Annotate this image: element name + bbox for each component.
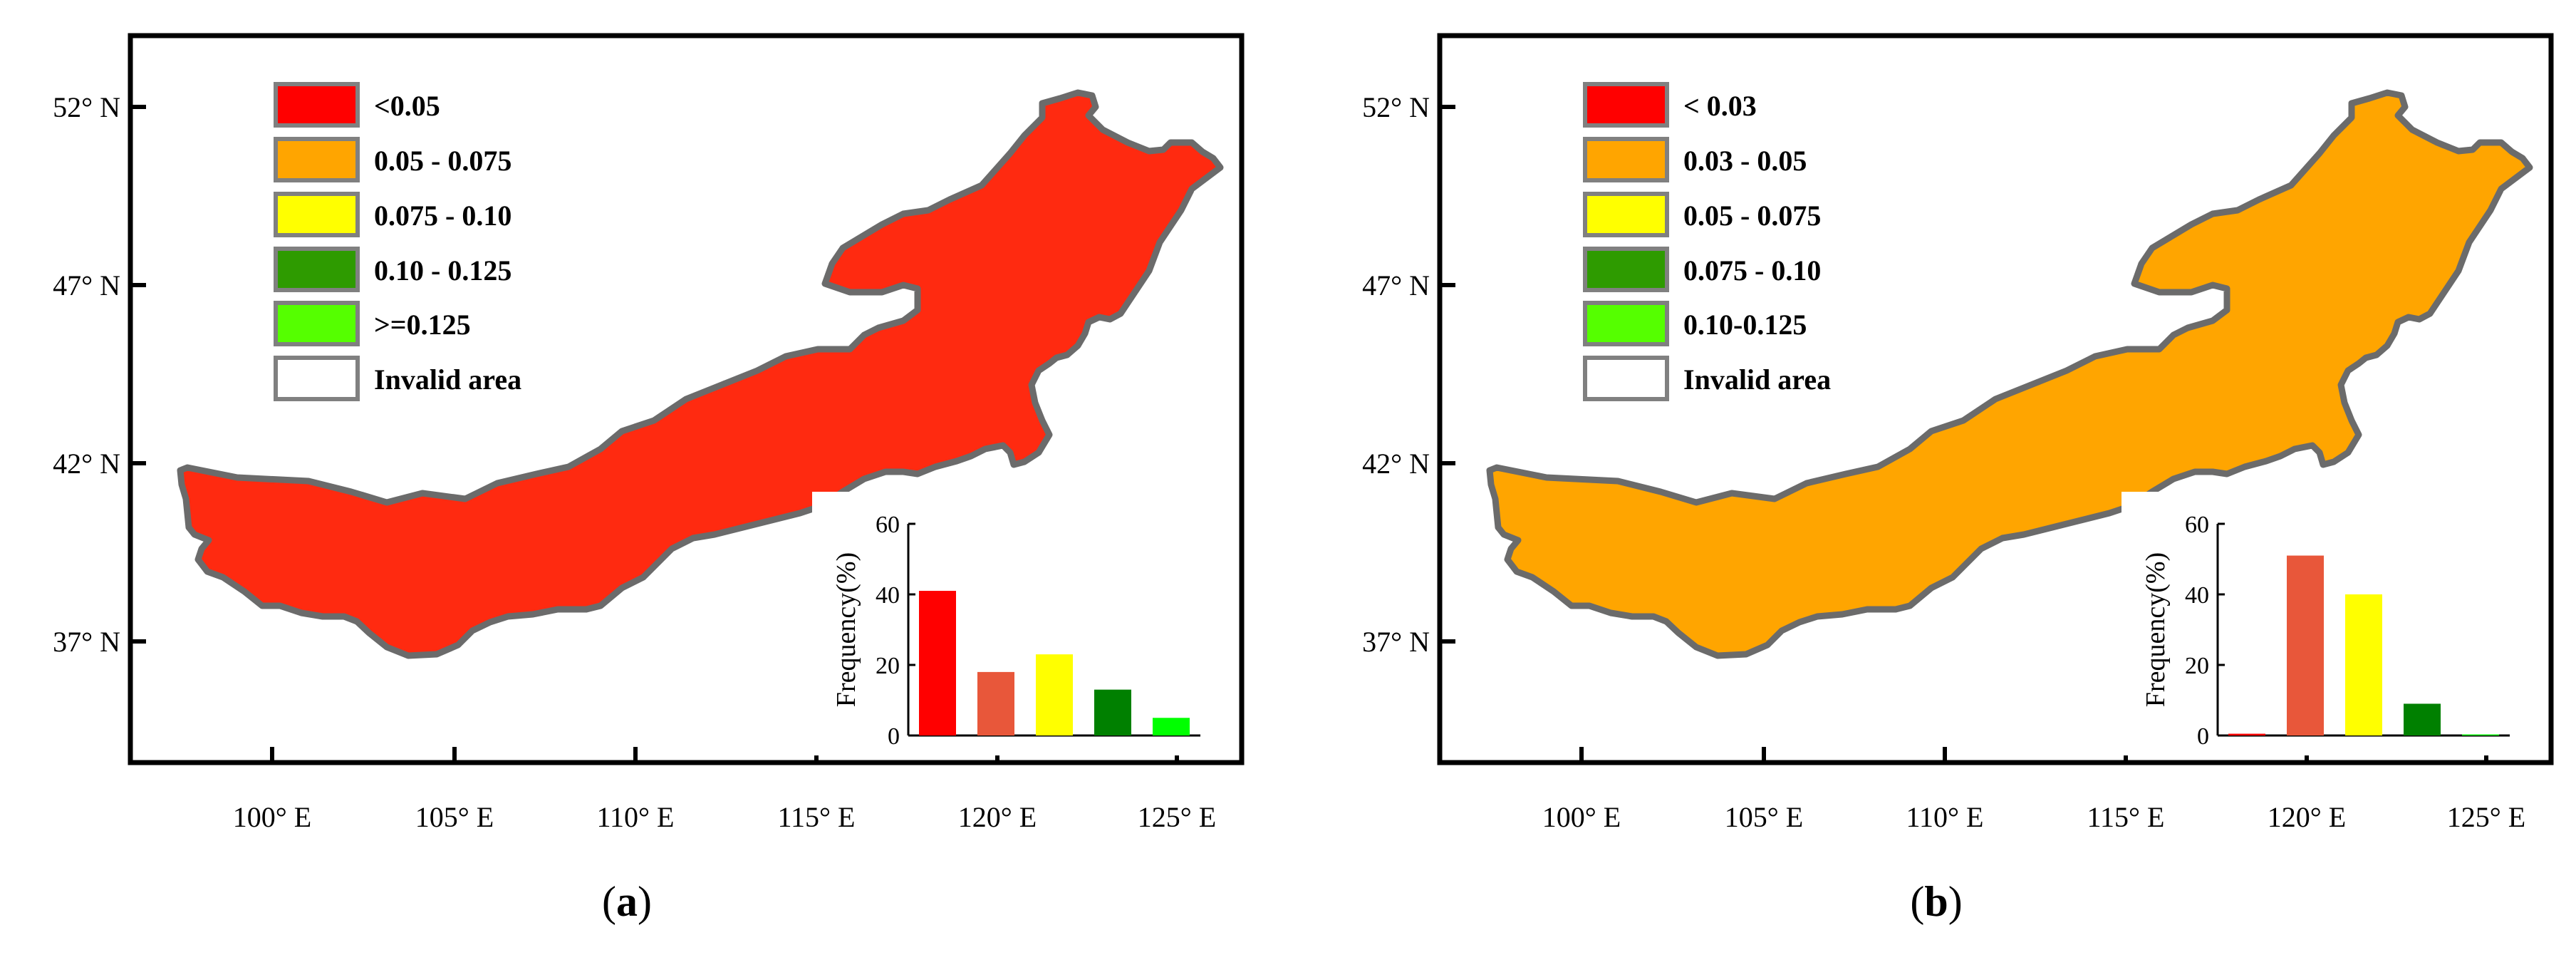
map-panel-a: 52° N 47° N 42° N 37° N 100° E 105° E 110° E 11… [53,33,1245,925]
lon-tick-label: 125° E [1138,801,1216,833]
inset-background [812,492,1229,755]
legend: < 0.03 0.03 - 0.05 0.05 - 0.075 0.075 - 0.1… [1583,82,1831,401]
lat-tick-label: 52° N [1362,91,1430,123]
legend-label: 0.10-0.125 [1683,309,1807,341]
legend-swatch [274,137,360,182]
legend-item: 0.075 - 0.10 [1583,247,1821,292]
lon-tick-label: 115° E [778,801,856,833]
lon-tick-label: 100° E [233,801,311,833]
legend-swatch [274,82,360,128]
legend-swatch [1583,137,1669,182]
panel-label: (b) [1910,878,1962,925]
legend-label: 0.10 - 0.125 [374,254,511,286]
legend-item: < 0.03 [1583,82,1757,128]
inset-bar [1036,654,1073,735]
legend-item: 0.05 - 0.075 [274,137,511,182]
legend-item: 0.075 - 0.10 [274,192,511,237]
inset-y-axis-label: Frequency(%) [831,552,861,707]
lon-tick-label: 125° E [2447,801,2525,833]
inset-bar [2345,594,2382,735]
legend-label: <0.05 [374,90,440,122]
inset-background [2121,492,2538,755]
inset-bar [1153,718,1190,735]
legend-label: Invalid area [374,363,521,396]
lon-tick-label: 100° E [1542,801,1621,833]
lon-tick-label: 105° E [415,801,494,833]
legend-item: Invalid area [1583,356,1831,401]
legend-item: 0.03 - 0.05 [1583,137,1807,182]
inset-y-tick-label: 20 [2185,653,2209,679]
legend-item: >=0.125 [274,301,471,346]
legend-label: Invalid area [1683,363,1831,396]
legend-swatch [1583,247,1669,292]
inset-y-tick-label: 0 [2197,723,2209,750]
legend-swatch [274,192,360,237]
legend-label: 0.05 - 0.075 [1683,200,1821,232]
inset-y-tick-label: 20 [876,653,900,679]
inset-bar [1094,689,1131,735]
lat-tick-label: 52° N [53,91,120,123]
legend-swatch [274,247,360,292]
inset-y-tick-label: 40 [876,582,900,609]
inset-bar [2404,703,2441,735]
inset-frequency-chart: 60 40 20 0 Frequency(%) [2121,492,2538,755]
legend-label: 0.03 - 0.05 [1683,145,1807,177]
lon-tick-label: 105° E [1725,801,1803,833]
legend-swatch [1583,192,1669,237]
legend-swatch [1583,301,1669,346]
lon-tick-label: 110° E [597,801,675,833]
inset-y-tick-label: 60 [876,512,900,538]
legend-swatch [1583,82,1669,128]
lon-tick-label: 115° E [2087,801,2165,833]
legend-label: < 0.03 [1683,90,1757,122]
lon-tick-label: 120° E [2268,801,2346,833]
legend-item: 0.10-0.125 [1583,301,1807,346]
legend-item: 0.05 - 0.075 [1583,192,1821,237]
lon-tick-label: 120° E [958,801,1037,833]
legend-swatch [274,356,360,401]
lon-tick-label: 110° E [1906,801,1984,833]
legend-swatch [274,301,360,346]
map-panel-b: 52° N 47° N 42° N 37° N 100° E 105° E 110° E 11… [1362,33,2554,925]
inset-bar [977,671,1014,735]
inset-bar [919,591,956,735]
legend-item: 0.10 - 0.125 [274,247,511,292]
inset-frequency-chart: 60 40 20 0 Frequency(%) [812,492,1229,755]
lat-tick-label: 42° N [53,448,120,480]
inset-bar [2228,733,2265,735]
legend-item: Invalid area [274,356,521,401]
legend-label: 0.05 - 0.075 [374,145,511,177]
inset-y-axis-label: Frequency(%) [2141,552,2171,707]
lat-tick-label: 47° N [1362,269,1430,301]
legend-swatch [1583,356,1669,401]
legend: <0.05 0.05 - 0.075 0.075 - 0.10 0.10 - 0.12… [274,82,521,401]
lat-tick-label: 37° N [1362,626,1430,658]
panel-label: (a) [602,878,652,925]
inset-y-tick-label: 40 [2185,582,2209,609]
legend-label: 0.075 - 0.10 [1683,254,1821,286]
lat-tick-label: 42° N [1362,448,1430,480]
inset-y-tick-label: 0 [888,723,900,750]
inset-bar [2287,555,2324,735]
lat-tick-label: 47° N [53,269,120,301]
legend-label: >=0.125 [374,309,471,341]
inset-y-tick-label: 60 [2185,512,2209,538]
lat-tick-label: 37° N [53,626,120,658]
legend-label: 0.075 - 0.10 [374,200,511,232]
legend-item: <0.05 [274,82,440,128]
